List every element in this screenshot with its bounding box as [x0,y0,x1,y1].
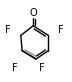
Text: F: F [58,25,64,35]
Text: F: F [12,63,18,73]
Text: O: O [29,8,37,18]
Text: F: F [5,25,11,35]
Text: F: F [39,63,44,73]
